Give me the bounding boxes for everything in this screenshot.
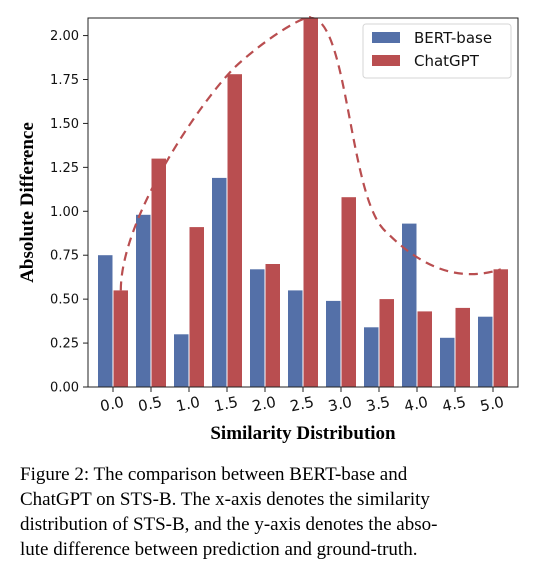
y-tick-label: 0.25	[50, 337, 79, 352]
bar-chatgpt-1.5	[227, 74, 242, 387]
bar-chatgpt-0.5	[151, 158, 166, 387]
x-axis-title: Similarity Distribution	[210, 423, 396, 444]
bar-bert-base-5.0	[478, 316, 493, 387]
bar-bert-base-4.5	[440, 337, 455, 387]
x-tick-label: 3.5	[364, 393, 391, 416]
x-tick-label: 2.0	[250, 393, 277, 416]
bar-chatgpt-5.0	[493, 269, 508, 387]
x-tick-label: 1.5	[212, 393, 239, 416]
caption-line: Figure 2: The comparison between BERT-ba…	[20, 464, 408, 485]
legend-swatch-chatgpt	[372, 55, 400, 66]
y-axis-ticks: 0.00 0.25 0.50 0.75 1.00 1.25 1.50 1.75 2.00	[50, 29, 88, 396]
bars-group	[98, 18, 508, 387]
bar-chatgpt-4.5	[455, 307, 470, 387]
y-axis-title: Absolute Difference	[17, 122, 38, 283]
legend-label-chatgpt: ChatGPT	[414, 52, 480, 70]
bar-bert-base-1.5	[212, 177, 227, 387]
x-tick-label: 1.0	[174, 393, 201, 416]
y-tick-label: 0.00	[50, 381, 79, 396]
figure-caption: Figure 2: The comparison between BERT-ba…	[20, 462, 530, 562]
bar-bert-base-4.0	[402, 223, 417, 387]
bar-bert-base-0.0	[98, 255, 113, 387]
bar-chatgpt-0.0	[113, 290, 128, 387]
caption-line: lute difference between prediction and g…	[20, 539, 418, 560]
bar-bert-base-3.0	[326, 300, 341, 387]
bar-chatgpt-2.0	[265, 264, 280, 387]
bar-chatgpt-3.5	[379, 299, 394, 387]
x-tick-label: 4.0	[402, 393, 429, 416]
x-tick-label: 0.0	[98, 393, 125, 416]
bar-chatgpt-1.0	[189, 227, 204, 387]
legend-label-bert-base: BERT-base	[414, 29, 492, 47]
legend: BERT-base ChatGPT	[362, 23, 512, 79]
y-tick-label: 1.00	[50, 205, 79, 220]
bar-chatgpt-4.0	[417, 311, 432, 387]
bar-chart: 0.00 0.25 0.50 0.75 1.00 1.25 1.50 1.75 2.00 0.0…	[17, 16, 519, 444]
y-tick-label: 2.00	[50, 29, 79, 44]
caption-line: distribution of STS-B, and the y-axis de…	[20, 514, 438, 535]
caption-line: ChatGPT on STS-B. The x-axis denotes the…	[20, 489, 430, 510]
x-tick-label: 4.5	[440, 393, 467, 416]
legend-swatch-bert-base	[372, 32, 400, 43]
x-tick-label: 5.0	[478, 393, 505, 416]
y-tick-label: 0.75	[50, 249, 79, 264]
x-tick-label: 0.5	[136, 393, 163, 416]
bar-bert-base-2.5	[288, 290, 303, 387]
y-tick-label: 1.75	[50, 73, 79, 88]
y-tick-label: 1.50	[50, 117, 79, 132]
bar-chatgpt-3.0	[341, 197, 356, 387]
x-tick-label: 3.0	[326, 393, 353, 416]
bar-bert-base-0.5	[136, 214, 151, 387]
bar-bert-base-3.5	[364, 327, 379, 387]
y-tick-label: 0.50	[50, 293, 79, 308]
x-axis-ticks: 0.0 0.5 1.0 1.5 2.0 2.5 3.0 3.5 4.0 4.5 5.0	[98, 387, 506, 416]
y-tick-label: 1.25	[50, 161, 79, 176]
bar-bert-base-1.0	[174, 334, 189, 387]
bar-bert-base-2.0	[250, 269, 265, 387]
bar-chatgpt-2.5	[303, 18, 318, 387]
x-tick-label: 2.5	[288, 393, 315, 416]
